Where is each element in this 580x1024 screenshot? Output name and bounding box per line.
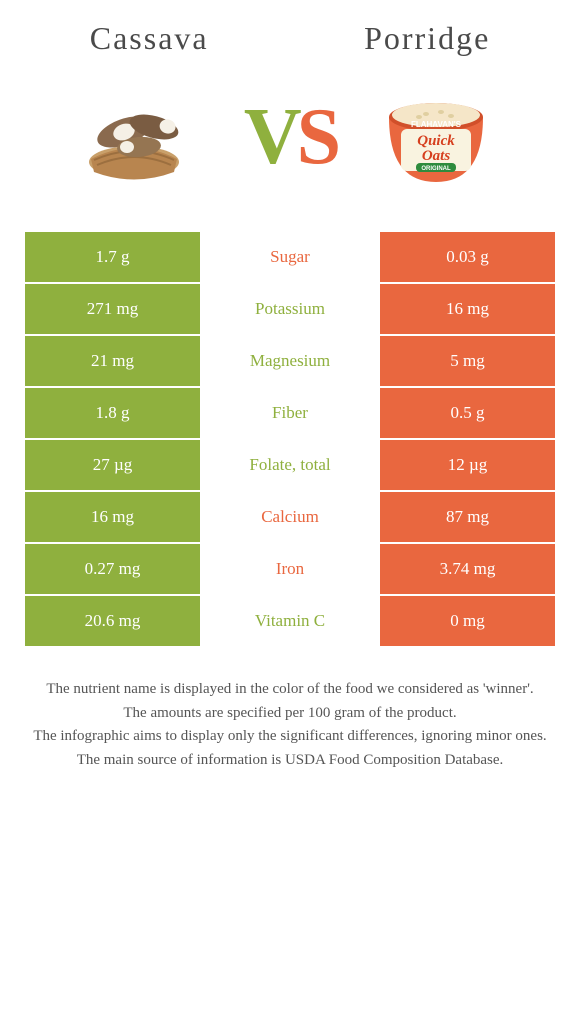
svg-text:ORIGINAL: ORIGINAL [421, 166, 451, 172]
left-value: 0.27 mg [25, 544, 200, 594]
nutrient-label: Fiber [200, 388, 380, 438]
nutrient-label: Folate, total [200, 440, 380, 490]
footer-line: The amounts are specified per 100 gram o… [22, 702, 558, 725]
left-value: 20.6 mg [25, 596, 200, 646]
svg-text:Quick: Quick [417, 133, 455, 149]
left-value: 271 mg [25, 284, 200, 334]
footer-line: The main source of information is USDA F… [22, 749, 558, 772]
porridge-image: FLAHAVAN'S Quick Oats ORIGINAL [366, 82, 506, 192]
table-row: 0.27 mgIron3.74 mg [25, 544, 555, 596]
nutrient-label: Sugar [200, 232, 380, 282]
right-value: 12 µg [380, 440, 555, 490]
nutrient-label: Potassium [200, 284, 380, 334]
left-food-title: Cassava [90, 20, 209, 57]
table-row: 1.7 gSugar0.03 g [25, 232, 555, 284]
right-value: 87 mg [380, 492, 555, 542]
left-value: 1.8 g [25, 388, 200, 438]
right-value: 0 mg [380, 596, 555, 646]
nutrient-label: Calcium [200, 492, 380, 542]
table-row: 271 mgPotassium16 mg [25, 284, 555, 336]
right-value: 0.03 g [380, 232, 555, 282]
vs-s: S [297, 93, 337, 181]
cassava-image [74, 82, 214, 192]
vs-label: VS [244, 92, 336, 183]
left-value: 16 mg [25, 492, 200, 542]
table-row: 27 µgFolate, total12 µg [25, 440, 555, 492]
nutrient-label: Iron [200, 544, 380, 594]
footer-notes: The nutrient name is displayed in the co… [12, 678, 568, 771]
nutrient-label: Vitamin C [200, 596, 380, 646]
table-row: 21 mgMagnesium5 mg [25, 336, 555, 388]
table-row: 1.8 gFiber0.5 g [25, 388, 555, 440]
nutrient-label: Magnesium [200, 336, 380, 386]
vs-v: V [244, 93, 297, 181]
footer-line: The nutrient name is displayed in the co… [22, 678, 558, 701]
left-value: 1.7 g [25, 232, 200, 282]
right-food-title: Porridge [364, 20, 490, 57]
right-value: 3.74 mg [380, 544, 555, 594]
right-value: 0.5 g [380, 388, 555, 438]
svg-text:Oats: Oats [422, 148, 451, 164]
table-row: 20.6 mgVitamin C0 mg [25, 596, 555, 648]
nutrient-table: 1.7 gSugar0.03 g271 mgPotassium16 mg21 m… [25, 232, 555, 648]
left-value: 21 mg [25, 336, 200, 386]
right-value: 16 mg [380, 284, 555, 334]
svg-text:FLAHAVAN'S: FLAHAVAN'S [411, 120, 462, 129]
footer-line: The infographic aims to display only the… [22, 725, 558, 748]
left-value: 27 µg [25, 440, 200, 490]
right-value: 5 mg [380, 336, 555, 386]
hero-row: VS FLAHAVAN'S Quick Oats ORIGINAL [12, 82, 568, 192]
table-row: 16 mgCalcium87 mg [25, 492, 555, 544]
